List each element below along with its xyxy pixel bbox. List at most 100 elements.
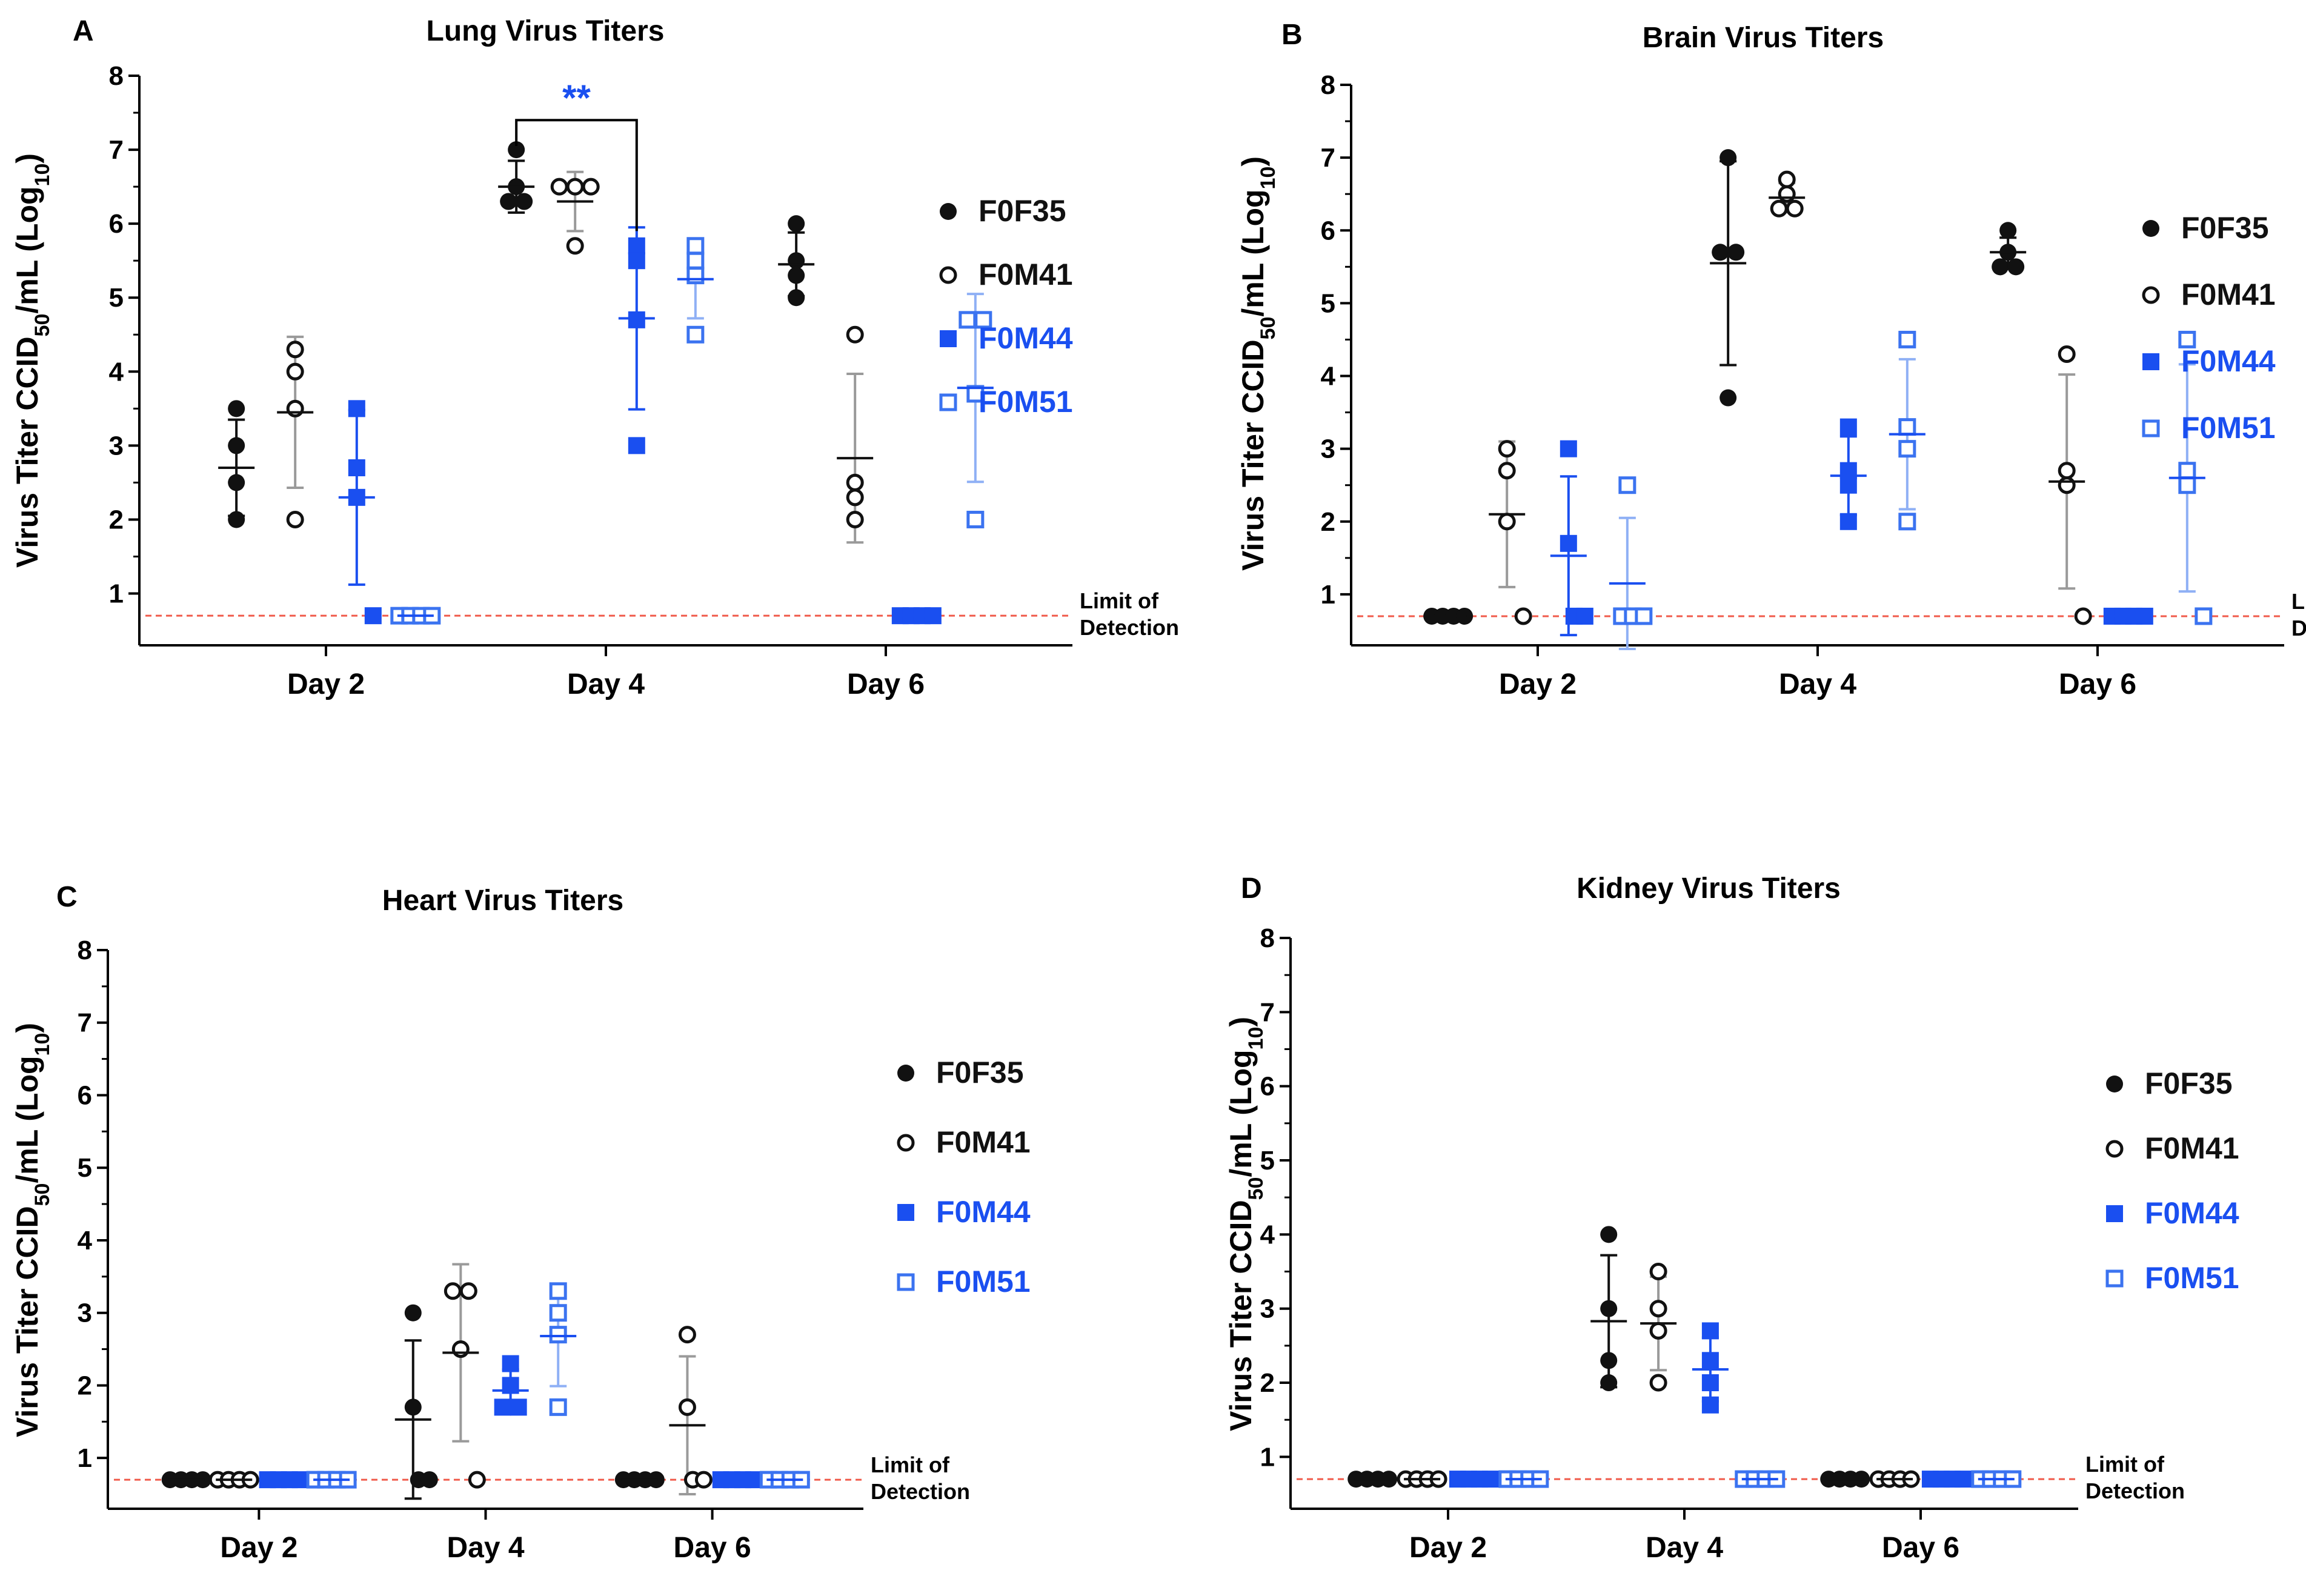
data-point — [846, 510, 864, 528]
panel-title: Kidney Virus Titers — [1577, 873, 1841, 905]
y-label-text: Virus Titer CCID — [10, 336, 44, 568]
panel-title: Brain Virus Titers — [1643, 22, 1884, 54]
data-point — [686, 325, 705, 344]
data-point — [566, 178, 584, 196]
legend-marker — [2142, 220, 2159, 237]
legend-marker — [2106, 1076, 2123, 1092]
data-point — [628, 252, 645, 270]
series-f0m44 — [1550, 418, 2153, 637]
x-tick-label: Day 2 — [1409, 1532, 1487, 1564]
y-tick-label: 2 — [109, 505, 124, 534]
series-f0m51 — [1498, 1470, 2022, 1488]
data-point — [1618, 476, 1636, 494]
data-point — [404, 1398, 422, 1416]
legend-marker — [2106, 1205, 2123, 1222]
panel-title: Lung Virus Titers — [427, 15, 665, 47]
data-point — [1701, 1352, 1719, 1369]
data-point — [628, 237, 645, 254]
data-point — [2074, 607, 2092, 625]
y-axis-label: Virus Titer CCID50/mL (Log10) — [1236, 156, 1280, 571]
data-point — [846, 488, 864, 507]
data-point — [1560, 440, 1577, 457]
lod-label-line1: Limit of — [1080, 588, 1159, 613]
data-point — [228, 511, 245, 528]
y-label-subscript: 50 — [1257, 317, 1280, 340]
x-tick-label: Day 4 — [567, 668, 645, 700]
series-f0m44 — [259, 1355, 762, 1489]
y-tick-label: 7 — [78, 1008, 92, 1038]
data-point — [228, 400, 245, 417]
series-f0m41 — [1489, 170, 2092, 625]
data-point — [1839, 476, 1857, 494]
y-tick-label: 5 — [1260, 1146, 1275, 1175]
series-f0m44 — [338, 226, 942, 625]
panel-letter: A — [73, 15, 94, 47]
panel-letter: D — [1241, 873, 1262, 905]
chart-panel-d: D Kidney Virus Titers 1 2 3 4 5 6 7 8 Day 2 Day 4 Da… — [1224, 873, 2239, 1564]
y-tick-label: 6 — [109, 209, 124, 239]
data-point — [788, 252, 805, 270]
legend-label: F0M41 — [979, 258, 1073, 291]
x-tick-label: Day 6 — [674, 1532, 751, 1564]
data-point — [678, 1398, 696, 1416]
data-point — [502, 1355, 519, 1372]
data-point — [1649, 1322, 1667, 1340]
data-point — [1701, 1396, 1719, 1414]
series-f0m51 — [1609, 330, 2213, 651]
y-tick-label: 3 — [1260, 1294, 1275, 1324]
y-tick-label: 1 — [78, 1443, 92, 1473]
data-point — [628, 437, 645, 454]
legend-marker — [897, 1134, 915, 1152]
y-tick-label: 1 — [1321, 580, 1335, 610]
lod-label-line1: Limit of — [2085, 1452, 2165, 1477]
panel-letter: B — [1281, 19, 1303, 51]
data-point — [1839, 418, 1857, 436]
legend-label: F0M44 — [2145, 1196, 2239, 1230]
legend-label: F0M51 — [979, 385, 1073, 419]
y-label-text: /mL (Log — [10, 186, 44, 313]
data-point — [364, 607, 382, 625]
x-tick-label: Day 4 — [1646, 1532, 1723, 1564]
data-point — [566, 237, 584, 255]
lod-label-line2: Detection — [2291, 616, 2306, 640]
data-point — [1498, 462, 1516, 480]
legend-label: F0F35 — [2181, 211, 2269, 245]
y-tick-label: 2 — [1321, 507, 1335, 537]
x-tick-label: Day 2 — [1499, 668, 1577, 700]
y-label-subscript: 10 — [1244, 1027, 1268, 1050]
lod-label-line2: Detection — [1080, 615, 1179, 640]
legend-marker — [897, 1273, 915, 1291]
y-tick-label: 3 — [1321, 434, 1335, 464]
legend-marker — [2105, 1140, 2124, 1158]
y-tick-label: 4 — [78, 1226, 93, 1255]
legend-label: F0F35 — [979, 194, 1066, 228]
data-point — [1576, 607, 1593, 625]
data-point — [686, 251, 705, 270]
data-point — [348, 459, 365, 477]
data-point — [1786, 199, 1804, 218]
y-label-subscript: 50 — [1244, 1177, 1268, 1200]
data-point — [1778, 185, 1796, 203]
y-tick-label: 5 — [78, 1153, 92, 1183]
lod-label-line2: Detection — [2085, 1478, 2185, 1503]
y-axis-label: Virus Titer CCID50/mL (Log10) — [1224, 1017, 1268, 1431]
data-point — [549, 1304, 567, 1322]
y-tick-label: 8 — [1260, 923, 1275, 953]
y-label-subscript: 10 — [1257, 167, 1280, 190]
data-point — [286, 362, 304, 381]
data-point — [846, 473, 864, 491]
data-point — [1701, 1322, 1719, 1340]
y-label-text: Virus Titer CCID — [1224, 1200, 1258, 1431]
legend-label: F0M51 — [2145, 1261, 2239, 1295]
y-tick-label: 7 — [1260, 997, 1275, 1027]
data-point — [1992, 258, 2009, 276]
legend-marker — [897, 1065, 914, 1082]
y-tick-label: 5 — [109, 283, 124, 313]
y-tick-label: 3 — [109, 431, 124, 461]
legend-marker — [940, 330, 957, 347]
legend-marker — [2142, 286, 2160, 304]
significance-bracket — [515, 119, 638, 231]
data-point — [686, 267, 705, 285]
legend-marker — [2142, 353, 2159, 370]
legend-label: F0M44 — [936, 1195, 1031, 1229]
